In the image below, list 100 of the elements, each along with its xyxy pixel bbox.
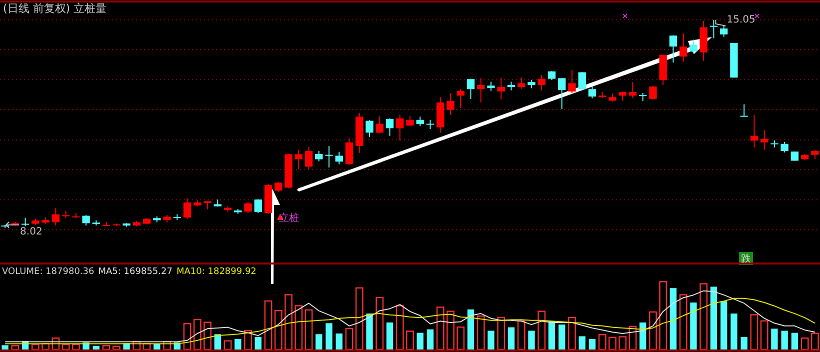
candlestick — [811, 149, 819, 160]
bar — [254, 336, 262, 350]
bar — [760, 320, 768, 350]
candlestick — [376, 116, 384, 134]
bar — [771, 328, 778, 350]
bar — [740, 336, 748, 350]
candlestick — [518, 76, 526, 90]
bar — [274, 310, 282, 350]
candlestick — [628, 82, 637, 99]
bar — [548, 321, 556, 350]
candlestick — [750, 114, 758, 148]
candlestick — [426, 119, 434, 130]
candlestick — [82, 214, 90, 226]
candlestick — [578, 71, 586, 90]
candlestick — [52, 208, 60, 226]
bar — [396, 305, 404, 350]
candlestick — [345, 138, 354, 166]
annotation: 15.05 — [726, 14, 756, 26]
bar — [781, 330, 788, 350]
bar — [416, 332, 424, 350]
bar — [376, 296, 384, 350]
bar — [366, 314, 373, 350]
text: MA5: 169855.27 — [98, 267, 172, 277]
candlestick — [466, 78, 475, 100]
candlestick — [649, 85, 657, 100]
candlestick — [588, 86, 596, 99]
bar — [811, 332, 819, 350]
candlestick — [690, 39, 698, 54]
candlestick — [760, 129, 768, 150]
candlestick — [477, 78, 485, 103]
candlestick — [274, 181, 282, 192]
bar — [517, 320, 526, 350]
bar — [436, 306, 444, 350]
candlestick — [244, 201, 252, 214]
annotation: 8.02 — [20, 226, 42, 238]
bar — [700, 283, 708, 350]
bar — [588, 338, 596, 350]
candlestick — [780, 141, 788, 153]
bar — [294, 305, 303, 350]
candlestick — [740, 104, 748, 118]
candlestick — [366, 120, 374, 138]
bar — [679, 294, 688, 350]
bar — [446, 310, 454, 350]
candlestick — [568, 69, 576, 94]
bar — [2, 345, 8, 350]
candlestick — [294, 149, 302, 170]
bar — [456, 326, 465, 350]
chart-title: (日线 前复权) 立桩量 — [3, 2, 107, 15]
bar — [11, 345, 20, 350]
candlestick — [669, 34, 678, 64]
bar — [304, 309, 313, 350]
text: MA10: 182899.92 — [176, 267, 256, 277]
bar — [193, 318, 202, 350]
candlestick — [315, 150, 323, 162]
candlestick — [497, 78, 505, 100]
candlestick — [446, 92, 454, 116]
bar — [476, 316, 485, 350]
candlestick — [487, 81, 495, 92]
bar — [336, 333, 342, 350]
bar — [670, 288, 677, 350]
candlestick — [254, 198, 262, 214]
bar — [497, 316, 506, 350]
bar — [578, 336, 586, 350]
candlestick — [183, 198, 192, 220]
candlestick — [406, 115, 414, 127]
bar — [598, 334, 606, 350]
bar — [528, 330, 535, 350]
bar — [608, 336, 616, 350]
bar — [326, 323, 332, 350]
bar — [355, 287, 364, 350]
candlestick — [304, 146, 313, 170]
bar — [710, 286, 718, 350]
bar — [345, 328, 354, 350]
bar — [750, 314, 758, 350]
bar — [730, 314, 738, 350]
candlestick — [720, 25, 728, 38]
candlestick — [679, 32, 688, 62]
bar — [406, 330, 414, 350]
candlestick — [386, 118, 394, 136]
candlestick — [538, 74, 546, 92]
annotation: 立桩 — [279, 212, 299, 224]
bar — [488, 330, 494, 350]
bar — [659, 281, 668, 350]
text: VOLUME: 187980.36 — [2, 267, 95, 277]
candlestick — [710, 19, 718, 39]
bar — [264, 300, 272, 350]
bar — [284, 294, 292, 350]
bar — [244, 330, 252, 350]
bar — [618, 336, 627, 350]
candlestick — [325, 145, 333, 168]
bar — [234, 338, 242, 350]
bar — [467, 309, 474, 350]
bar — [800, 338, 809, 350]
candlestick — [396, 114, 404, 142]
bar — [558, 324, 566, 350]
bar — [791, 332, 798, 350]
candlestick — [416, 116, 424, 127]
bar — [538, 310, 546, 350]
bar — [649, 311, 657, 350]
bar — [426, 329, 434, 350]
